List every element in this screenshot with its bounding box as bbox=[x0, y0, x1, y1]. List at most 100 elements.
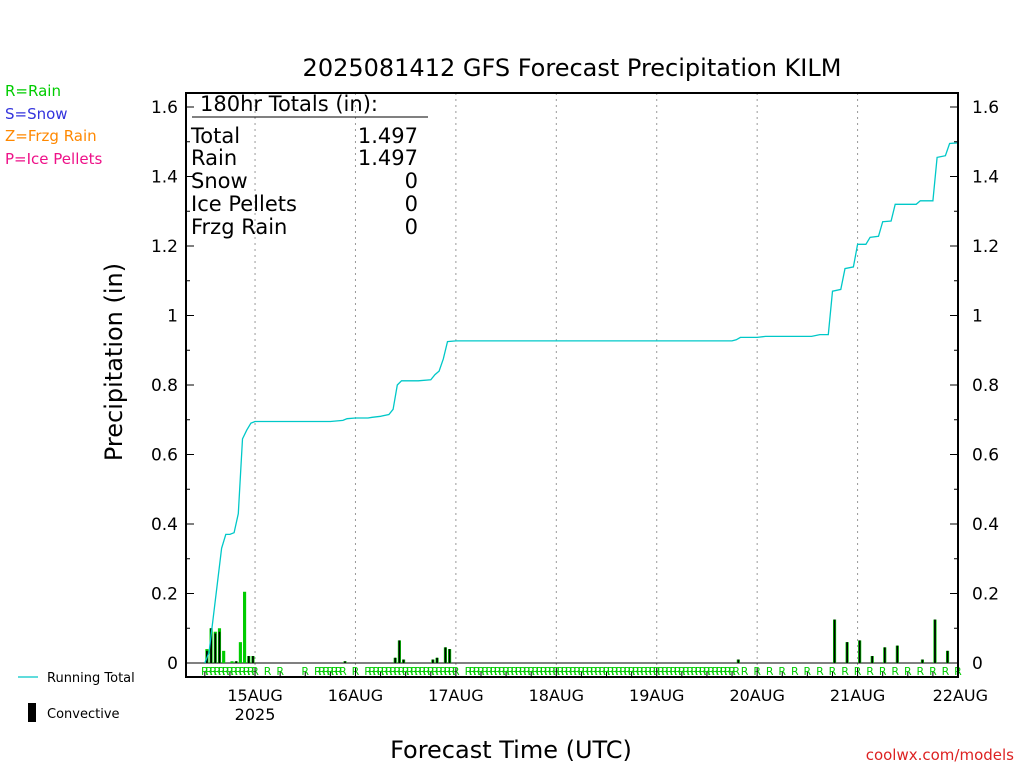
type-marker-0: R bbox=[201, 665, 209, 678]
type-marker-52: R bbox=[490, 665, 498, 678]
convective-bar-3 bbox=[218, 631, 221, 663]
type-marker-51: R bbox=[486, 665, 494, 678]
type-marker-89: R bbox=[645, 665, 653, 678]
type-marker-48: R bbox=[473, 665, 481, 678]
totals-label-frzg-rain: Frzg Rain bbox=[191, 215, 287, 239]
totals-value-ice-pellets: 0 bbox=[405, 192, 418, 216]
type-marker-28: R bbox=[381, 665, 389, 678]
convective-bar-9 bbox=[398, 640, 401, 663]
convective-bar-15 bbox=[737, 659, 740, 663]
xtick-label-5: 20AUG bbox=[729, 686, 784, 705]
type-marker-16: R bbox=[314, 665, 322, 678]
type-marker-31: R bbox=[393, 665, 401, 678]
ytick-label-right-2: 0.4 bbox=[972, 515, 999, 535]
type-marker-68: R bbox=[557, 665, 565, 678]
ytick-label-right-7: 1.4 bbox=[972, 168, 999, 188]
convective-bar-8 bbox=[394, 657, 397, 663]
type-marker-60: R bbox=[523, 665, 531, 678]
type-marker-115: R bbox=[791, 665, 799, 678]
type-marker-22: R bbox=[339, 665, 347, 678]
type-marker-40: R bbox=[431, 665, 439, 678]
convective-bar-18 bbox=[858, 640, 861, 663]
type-marker-56: R bbox=[506, 665, 514, 678]
grid bbox=[186, 93, 958, 677]
convective-bar-7 bbox=[344, 661, 346, 663]
xtick-label-2: 17AUG bbox=[428, 686, 483, 705]
type-marker-38: R bbox=[423, 665, 431, 678]
ytick-label-right-8: 1.6 bbox=[972, 98, 999, 118]
legend-rain: R=Rain bbox=[5, 82, 61, 100]
type-marker-14: R bbox=[276, 665, 284, 678]
convective-bar-2 bbox=[214, 633, 217, 663]
type-marker-102: R bbox=[699, 665, 707, 678]
ytick-label-left-2: 0.4 bbox=[151, 515, 178, 535]
convective-bar-20 bbox=[883, 647, 886, 663]
type-marker-113: R bbox=[766, 665, 774, 678]
xtick-label-7: 22AUG bbox=[933, 686, 988, 705]
type-marker-1: R bbox=[205, 665, 213, 678]
type-marker-25: R bbox=[368, 665, 376, 678]
totals-label-ice-pellets: Ice Pellets bbox=[191, 192, 297, 216]
convective-bar-12 bbox=[436, 657, 438, 663]
convective-bar-17 bbox=[846, 642, 848, 663]
type-marker-58: R bbox=[515, 665, 523, 678]
type-marker-21: R bbox=[335, 665, 343, 678]
type-marker-111: R bbox=[741, 665, 749, 678]
convective-bar-1 bbox=[210, 628, 212, 663]
type-marker-59: R bbox=[519, 665, 527, 678]
type-marker-5: R bbox=[222, 665, 230, 678]
type-marker-92: R bbox=[657, 665, 665, 678]
type-marker-47: R bbox=[469, 665, 477, 678]
type-marker-108: R bbox=[724, 665, 732, 678]
convective-bar-4 bbox=[235, 661, 238, 663]
type-marker-44: R bbox=[448, 665, 456, 678]
type-marker-80: R bbox=[607, 665, 615, 678]
xtick-label-1: 16AUG bbox=[328, 686, 383, 705]
type-marker-71: R bbox=[569, 665, 577, 678]
rain-bar-4 bbox=[222, 650, 226, 663]
totals-value-snow: 0 bbox=[405, 169, 418, 193]
convective-bar-23 bbox=[934, 619, 936, 663]
convective-bar-11 bbox=[432, 659, 434, 663]
type-marker-11: R bbox=[247, 665, 255, 678]
type-marker-105: R bbox=[711, 665, 719, 678]
type-marker-72: R bbox=[573, 665, 581, 678]
type-marker-29: R bbox=[385, 665, 393, 678]
type-marker-53: R bbox=[494, 665, 502, 678]
y-axis-ticks: 0 00.2 0.20.4 0.40.6 0.60.8 0.81 11.2 1.21.4 1.4… bbox=[151, 98, 999, 674]
type-marker-55: R bbox=[502, 665, 510, 678]
type-marker-125: R bbox=[917, 665, 925, 678]
type-marker-24: R bbox=[364, 665, 372, 678]
type-marker-65: R bbox=[544, 665, 552, 678]
type-marker-8: R bbox=[234, 665, 242, 678]
attribution: coolwx.com/models bbox=[866, 746, 1014, 764]
ytick-label-left-1: 0.2 bbox=[151, 585, 178, 605]
type-marker-18: R bbox=[322, 665, 330, 678]
type-marker-81: R bbox=[611, 665, 619, 678]
convective-legend-swatch bbox=[28, 703, 36, 722]
type-marker-6: R bbox=[226, 665, 234, 678]
convective-bar-22 bbox=[921, 659, 924, 663]
y-axis-label: Precipitation (in) bbox=[100, 263, 128, 461]
xtick-sublabel-0: 2025 bbox=[235, 705, 276, 724]
type-marker-54: R bbox=[498, 665, 506, 678]
type-marker-43: R bbox=[444, 665, 452, 678]
type-marker-82: R bbox=[615, 665, 623, 678]
type-marker-98: R bbox=[682, 665, 690, 678]
ytick-label-right-0: 0 bbox=[972, 654, 983, 674]
type-marker-96: R bbox=[674, 665, 682, 678]
xtick-label-4: 19AUG bbox=[629, 686, 684, 705]
type-marker-50: R bbox=[481, 665, 489, 678]
type-marker-74: R bbox=[582, 665, 590, 678]
type-marker-70: R bbox=[565, 665, 573, 678]
ytick-label-left-0: 0 bbox=[167, 654, 178, 674]
convective-bar-21 bbox=[896, 645, 899, 663]
type-marker-86: R bbox=[632, 665, 640, 678]
totals-value-frzg-rain: 0 bbox=[405, 215, 418, 239]
type-marker-46: R bbox=[465, 665, 473, 678]
type-marker-99: R bbox=[686, 665, 694, 678]
ytick-label-right-3: 0.6 bbox=[972, 446, 999, 466]
convective-bar-13 bbox=[444, 647, 447, 663]
